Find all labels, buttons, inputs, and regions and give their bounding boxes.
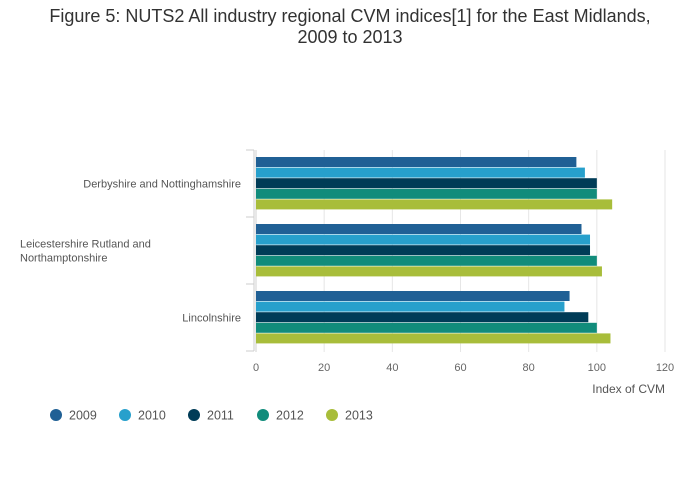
legend-item: 2013 <box>326 409 373 423</box>
category-label-line: Leicestershire Rutland and <box>20 239 151 251</box>
category-label-line: Northamptonshire <box>20 253 107 265</box>
chart-title: Figure 5: NUTS2 All industry regional CV… <box>0 6 700 48</box>
legend-marker <box>326 409 338 421</box>
x-tick-label: 20 <box>318 362 330 374</box>
x-tick-label: 60 <box>454 362 466 374</box>
legend-marker <box>119 409 131 421</box>
chart-title-line-2: 2009 to 2013 <box>297 27 403 47</box>
x-tick-label: 80 <box>523 362 535 374</box>
category-labels: Derbyshire and Nottinghamshire Leicesters… <box>20 179 241 325</box>
bar <box>256 301 565 312</box>
x-axis-title: Index of CVM <box>592 382 665 396</box>
x-tick-label: 0 <box>253 362 259 374</box>
x-tick-label: 100 <box>588 362 606 374</box>
bar <box>256 245 591 256</box>
legend-marker <box>188 409 200 421</box>
legend-label: 2011 <box>207 409 234 423</box>
bar <box>256 266 602 277</box>
bar <box>256 178 597 189</box>
category-tick-marks <box>246 149 255 352</box>
x-tick-labels: 0 20 40 60 80 100 120 <box>253 362 674 374</box>
legend-label: 2012 <box>276 409 304 423</box>
legend: 2009 2010 2011 2012 2013 <box>50 409 373 423</box>
category-label-line: Lincolnshire <box>182 313 241 325</box>
legend-item: 2011 <box>188 409 234 423</box>
bar <box>256 322 597 333</box>
legend-marker <box>50 409 62 421</box>
legend-label: 2010 <box>138 409 166 423</box>
legend-item: 2010 <box>119 409 166 423</box>
category-label-line: Derbyshire and Nottinghamshire <box>83 179 241 191</box>
category-label: Leicestershire Rutland and Northamptonshi… <box>20 239 151 265</box>
legend-label: 2009 <box>69 409 97 423</box>
bar <box>256 167 585 178</box>
legend-label: 2013 <box>345 409 373 423</box>
legend-item: 2012 <box>257 409 304 423</box>
bars <box>256 157 613 344</box>
x-tick-label: 40 <box>386 362 398 374</box>
bar <box>256 255 597 266</box>
legend-item: 2009 <box>50 409 97 423</box>
legend-marker <box>257 409 269 421</box>
bar <box>256 199 613 210</box>
bar <box>256 188 597 199</box>
category-label: Lincolnshire <box>182 313 241 325</box>
x-tick-label: 120 <box>656 362 674 374</box>
bar <box>256 224 582 234</box>
bar <box>256 312 589 323</box>
category-label: Derbyshire and Nottinghamshire <box>83 179 241 191</box>
bar <box>256 234 591 245</box>
bar <box>256 333 611 344</box>
bar <box>256 291 570 301</box>
bar <box>256 157 577 167</box>
chart-title-line-1: Figure 5: NUTS2 All industry regional CV… <box>49 6 651 26</box>
